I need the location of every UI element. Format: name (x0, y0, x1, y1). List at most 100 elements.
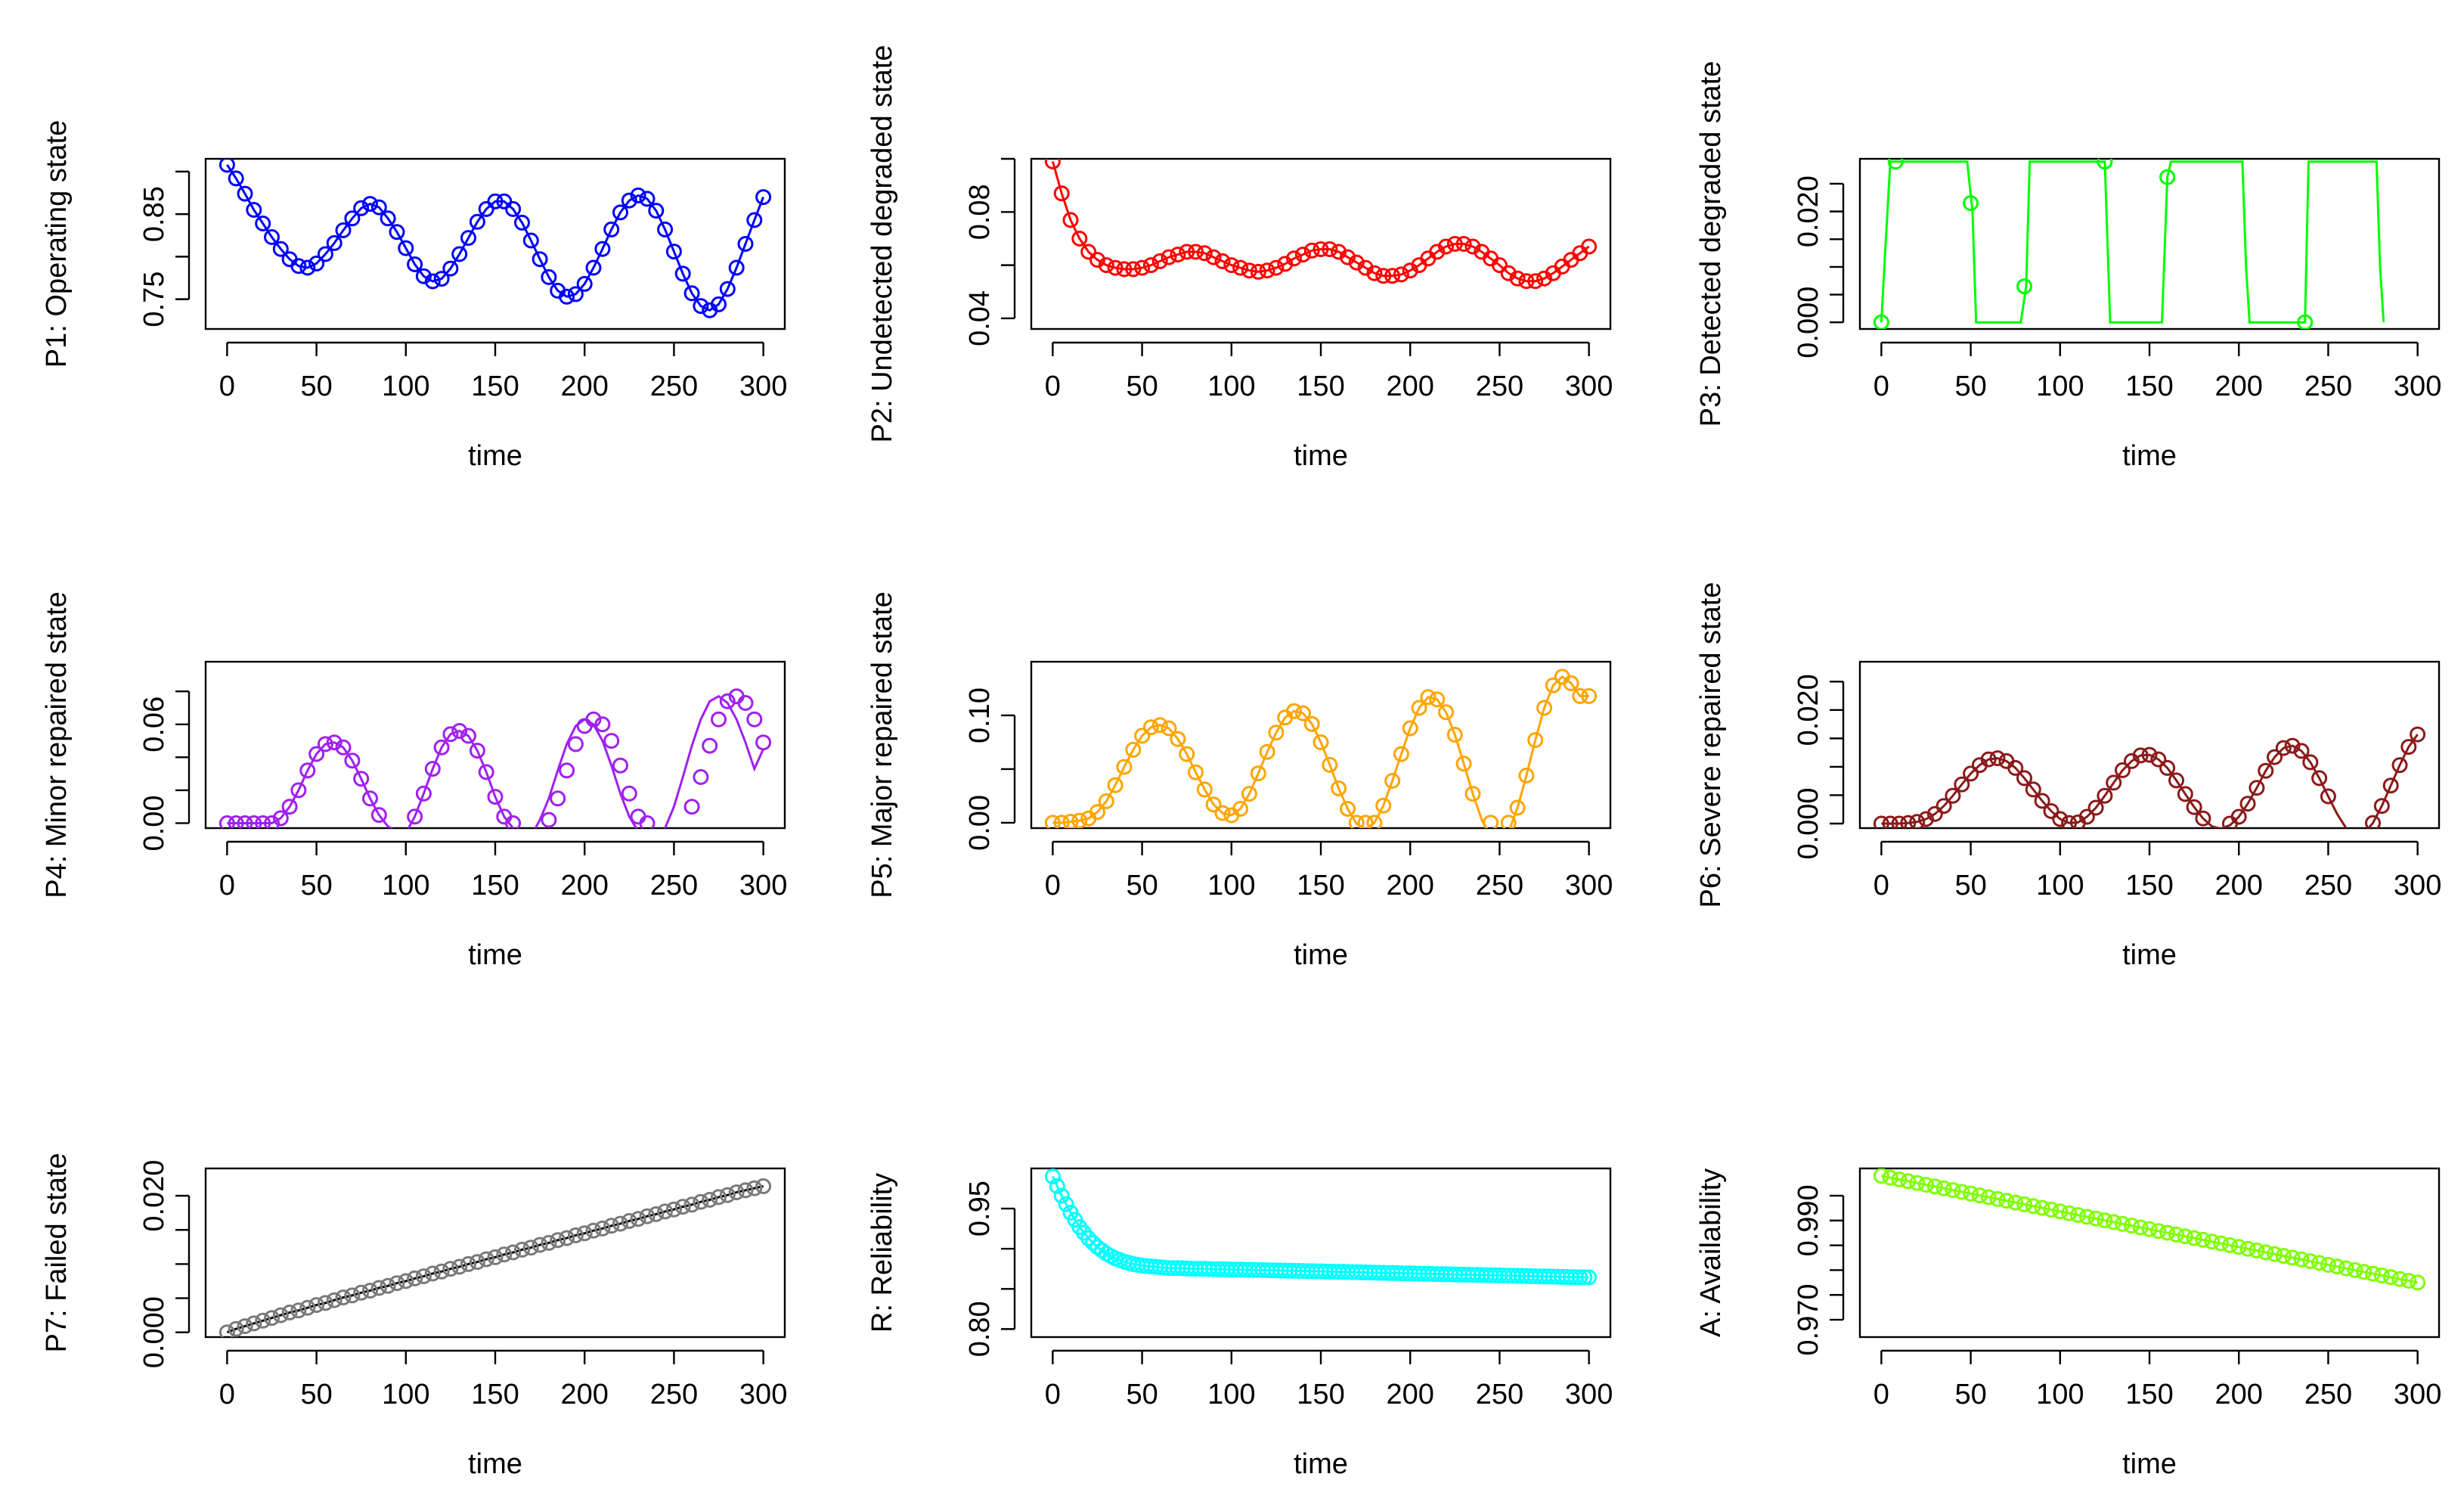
data-point (246, 1315, 262, 1332)
y-axis-label: P1: Operating state (41, 120, 73, 368)
data-point (237, 815, 253, 828)
panel-a: 0 50 100 150 200 250 300 time 0.970 0.990 A: Avail… (1695, 1167, 2441, 1480)
data-point (1142, 257, 1159, 274)
data-point (2302, 754, 2319, 771)
data-point (541, 811, 557, 828)
data-point (1196, 781, 1213, 798)
x-tick-label: 50 (1954, 371, 1986, 402)
data-point (1134, 728, 1151, 744)
data-point (290, 258, 307, 275)
x-axis-label: time (2122, 939, 2177, 971)
panel-r: 0 50 100 150 200 250 300 time 0.80 0.95 R: Reliabi… (866, 1167, 1613, 1480)
data-point (550, 1232, 566, 1249)
data-point (1393, 746, 1409, 762)
data-point (711, 711, 727, 728)
data-point (317, 736, 333, 752)
data-point (621, 192, 637, 209)
data-point (541, 268, 557, 285)
data-point (1393, 266, 1409, 283)
data-point (219, 159, 235, 173)
data-point (2297, 314, 2314, 329)
x-tick-label: 150 (2125, 371, 2173, 402)
data-point (1044, 1168, 1061, 1185)
data-point (1259, 262, 1275, 279)
x-tick-label: 100 (1207, 371, 1255, 402)
x-tick-label: 50 (1126, 870, 1158, 901)
data-point (559, 288, 575, 305)
data-point (335, 739, 352, 756)
data-point (1963, 195, 1979, 212)
data-point (746, 212, 763, 228)
data-point (2078, 1209, 2095, 1225)
x-tick-label: 250 (650, 371, 698, 402)
x-tick-label: 150 (1297, 371, 1344, 402)
data-point (469, 743, 485, 759)
data-point (2302, 1253, 2319, 1270)
data-point (362, 790, 378, 807)
data-point (353, 1284, 370, 1301)
data-point (1900, 1173, 1917, 1190)
x-tick-label: 50 (1954, 1379, 1986, 1410)
data-point (2275, 1248, 2292, 1264)
data-point (1313, 241, 1329, 257)
data-point (299, 762, 316, 779)
data-point (2373, 798, 2390, 815)
data-point (1080, 244, 1097, 260)
x-tick-label: 0 (219, 1379, 235, 1410)
data-point (1455, 756, 1472, 772)
data-point (1303, 242, 1320, 259)
data-point (1963, 765, 1979, 782)
data-point (711, 296, 727, 312)
data-point (505, 815, 522, 828)
data-point (2320, 788, 2336, 805)
data-point (2311, 1255, 2328, 1271)
series-line (1881, 734, 2419, 828)
data-point (2410, 726, 2426, 743)
data-point (1572, 1269, 1588, 1286)
data-point (1294, 247, 1311, 263)
data-point (2115, 1215, 2131, 1232)
data-point (272, 1307, 289, 1323)
data-point (755, 189, 772, 206)
data-point (2097, 159, 2113, 170)
data-point (585, 259, 602, 276)
data-point (353, 771, 370, 787)
data-point (1134, 259, 1151, 276)
data-point (2356, 1264, 2373, 1280)
x-axis-label: time (2122, 440, 2177, 472)
data-point (478, 764, 494, 780)
data-point (702, 1192, 718, 1208)
data-point (2168, 772, 2184, 789)
panel-p4: 0 50 100 150 200 250 300 time 0.00 0.06 P4: Minor … (41, 591, 787, 971)
data-point (1936, 1180, 1952, 1196)
x-tick-label: 300 (2394, 870, 2441, 901)
data-point (603, 733, 620, 749)
data-point (559, 1230, 575, 1246)
data-point (460, 1255, 476, 1272)
data-point (255, 216, 271, 231)
series-p5 (1044, 669, 1598, 828)
data-point (2061, 1205, 2078, 1221)
x-tick-label: 300 (1565, 1379, 1613, 1410)
data-point (1446, 727, 1463, 743)
data-point (299, 1299, 316, 1316)
data-point (424, 273, 441, 290)
series-line (1881, 1174, 2418, 1284)
data-point (1062, 212, 1079, 228)
data-point (2320, 1256, 2336, 1273)
data-point (2025, 781, 2041, 798)
data-point (1420, 689, 1437, 706)
data-point (2284, 1249, 2301, 1266)
data-point (237, 185, 253, 202)
y-tick-label: 0.00 (138, 795, 170, 851)
data-point (612, 757, 628, 774)
data-point (1438, 238, 1454, 255)
data-point (1348, 815, 1365, 828)
data-point (2106, 774, 2122, 791)
data-point (2168, 1226, 2184, 1243)
data-point (1214, 253, 1231, 269)
data-point (1384, 773, 1401, 789)
data-point (1581, 687, 1598, 704)
data-point (2267, 749, 2283, 765)
x-tick-label: 0 (1045, 371, 1061, 402)
